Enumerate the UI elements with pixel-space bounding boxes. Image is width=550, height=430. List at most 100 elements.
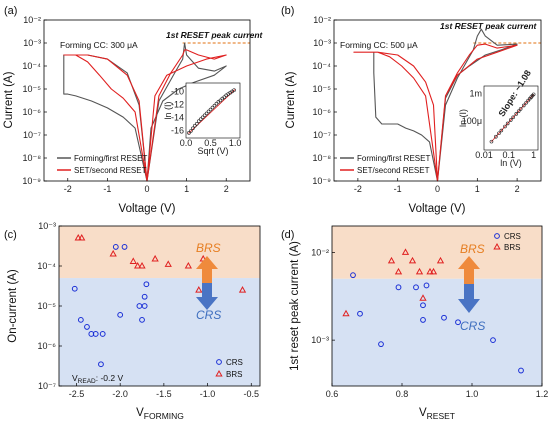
inset-b-point (508, 118, 513, 122)
panel-a-frame (43, 19, 251, 182)
panel-d-crs-point (423, 282, 430, 289)
panel-d-crs-point (350, 272, 356, 279)
inset-a-point (218, 98, 223, 103)
panel-b-ytick-label: 10⁻⁶ (313, 107, 332, 117)
inset-b-point (511, 115, 515, 120)
inset-b-point (489, 139, 494, 144)
down-arrow-icon (196, 283, 218, 310)
inset-a-xtick-label: 1.0 (229, 138, 242, 148)
inset-b-xtick-label: 0.01 (475, 150, 493, 160)
panel-b-legend: Forming/first RESET SET/second RESET (340, 154, 430, 175)
panel-a-ytick-label: 10⁻⁴ (22, 61, 41, 71)
panel-c-ytick-label: 10⁻⁴ (37, 261, 56, 271)
inset-b-ytick-label: 1m (469, 88, 482, 98)
panel-c-crs-point (141, 293, 148, 300)
inset-b-point (524, 100, 528, 105)
inset-a-point (200, 115, 205, 120)
inset-b-point (518, 107, 523, 111)
panel-d-crs-point (395, 284, 402, 291)
panel-c-brs-point (184, 261, 192, 269)
panel-c-xtick-label: -2.5 (69, 389, 85, 399)
panel-d-crs-point (455, 319, 461, 326)
panel-d-brs-point (394, 267, 403, 275)
panel-d-brs-point (387, 256, 396, 264)
inset-b-point (516, 109, 521, 113)
panel-c-ytick-label: 10⁻³ (38, 221, 56, 231)
panel-d-brs-point (415, 267, 424, 275)
panel-d-brs-point (436, 256, 445, 264)
panel-d-brs-label: BRS (460, 242, 485, 256)
panel-d-ytick-label: 10⁻³ (311, 335, 329, 345)
legend-set-label-b: SET/second RESET (357, 166, 430, 175)
panel-c: (c) -2.5 -2.0 -1.5 -1.0 -0.5 10⁻⁷ 10⁻⁶ 10⁻⁵ 10⁻⁴… (4, 221, 261, 421)
inset-a-xlabel: Sqrt (V) (197, 146, 228, 156)
panel-b-xlabel: Voltage (V) (409, 203, 466, 215)
panel-d-crs-point (420, 302, 426, 309)
panel-a-ytick-label: 10⁻⁹ (22, 176, 41, 186)
inset-a-point (193, 123, 197, 128)
panel-d-crs-point (420, 317, 426, 323)
panel-d-crs-point (518, 367, 524, 374)
panel-c-xtick-label: -1.5 (156, 389, 172, 399)
panel-c-ytick-label: 10⁻⁵ (38, 301, 57, 311)
panel-c-brs-point (133, 261, 142, 269)
panel-c-brs-point (151, 254, 159, 262)
inset-a-point (208, 107, 213, 112)
panel-d-label: (d) (281, 229, 294, 241)
panel-a-series-set (63, 49, 227, 182)
panel-d-xtick-label: 0.6 (326, 389, 339, 399)
panel-a-cc-annotation: Forming CC: 300 μA (60, 40, 138, 50)
inset-a-point (189, 129, 193, 133)
panel-a-label: (a) (4, 5, 17, 17)
panel-c-xtick-label: -0.5 (244, 389, 260, 399)
panel-b-ytick-label: 10⁻⁷ (313, 130, 331, 140)
panel-a-xtick-label: -1 (103, 184, 111, 194)
panel-c-crs-point (117, 311, 124, 318)
legend-crs-label: CRS (226, 358, 243, 367)
panel-c-crs-point (143, 281, 150, 288)
inset-b-point (497, 131, 501, 136)
panel-d-crs-point (413, 284, 419, 291)
inset-a-point (196, 119, 201, 123)
panel-d-brs-band (332, 226, 542, 279)
panel-c-label: (c) (4, 229, 17, 241)
panel-b-ytick-label: 10⁻³ (313, 38, 331, 48)
inset-a-xtick-label: 0.5 (204, 138, 217, 148)
panel-b-peak-annotation: 1st RESET peak current (440, 21, 538, 31)
panel-d-arrow (458, 256, 480, 313)
panel-c-brs-point (164, 260, 172, 267)
inset-a-point (206, 109, 211, 114)
panel-b-xtick-label: 2 (515, 184, 520, 194)
panel-c-brs-point (129, 257, 137, 264)
panel-c-crs-point (92, 331, 99, 337)
panel-b-xtick-label: -2 (354, 184, 362, 194)
panel-b-ytick-label: 10⁻⁹ (312, 176, 331, 186)
panel-d-brs-point (429, 267, 438, 275)
inset-a-point (202, 113, 207, 118)
panel-a-ytick-label: 10⁻² (23, 15, 41, 25)
inset-b-xlabel: ln (V) (500, 158, 522, 168)
inset-b-point (505, 121, 510, 126)
inset-b-point (514, 112, 519, 116)
panel-c-brs-point (78, 234, 86, 241)
panel-d-brs-point (419, 294, 427, 301)
panel-c-frame (58, 225, 261, 387)
panel-b-ytick-label: 10⁻⁸ (312, 153, 331, 163)
panel-c-brs-point (238, 286, 247, 293)
panel-b-xtick-label: -1 (394, 184, 402, 194)
panel-a-xlabel: Voltage (V) (119, 203, 176, 215)
panel-d-crs-point (441, 314, 447, 321)
panel-a-xtick-label: 2 (224, 184, 229, 194)
panel-a-xtick-label: 1 (184, 184, 189, 194)
panel-a-peak-annotation: 1st RESET peak current (166, 30, 264, 40)
panel-b-series-set (353, 43, 518, 182)
inset-a-point (222, 95, 227, 100)
inset-b-point (499, 128, 504, 133)
panel-a-ytick-label: 10⁻⁷ (23, 130, 41, 140)
panel-b-xtick-label: 0 (435, 184, 440, 194)
panel-c-xtick-label: -1.0 (200, 389, 216, 399)
inset-b-ytick-label: 100μ (462, 116, 482, 126)
up-arrow-icon-d (458, 256, 480, 284)
panel-a-ytick-label: 10⁻⁶ (23, 107, 42, 117)
